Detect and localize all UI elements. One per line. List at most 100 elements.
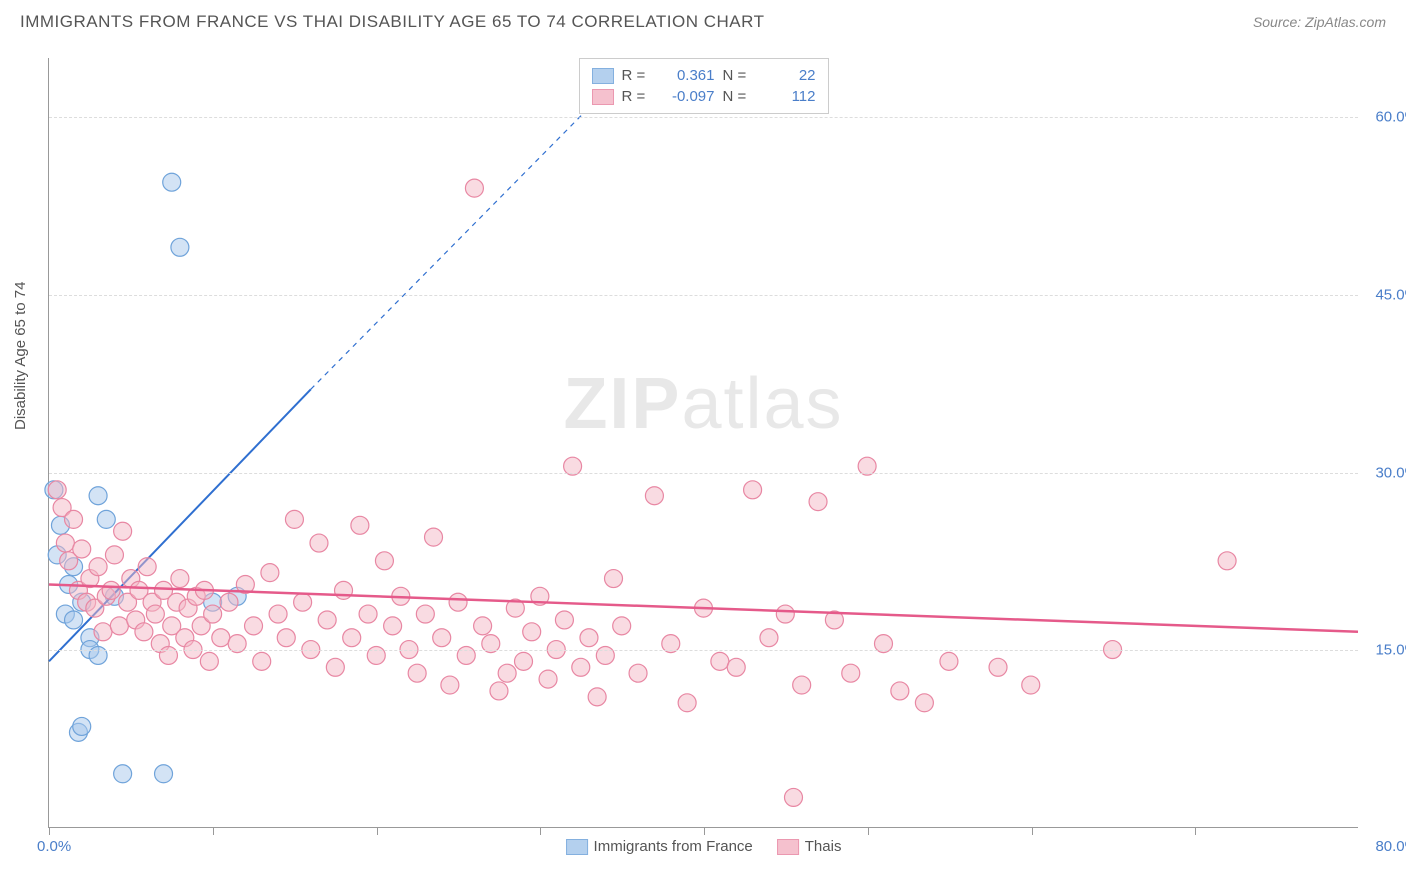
scatter-point bbox=[613, 617, 631, 635]
scatter-point bbox=[498, 664, 516, 682]
scatter-point bbox=[343, 629, 361, 647]
scatter-point bbox=[89, 487, 107, 505]
swatch-series-1 bbox=[592, 89, 614, 105]
scatter-point bbox=[490, 682, 508, 700]
x-tick bbox=[377, 827, 378, 835]
scatter-point bbox=[171, 238, 189, 256]
scatter-point bbox=[171, 570, 189, 588]
scatter-point bbox=[588, 688, 606, 706]
scatter-point bbox=[408, 664, 426, 682]
y-tick-label: 30.0% bbox=[1375, 464, 1406, 481]
scatter-point bbox=[776, 605, 794, 623]
x-origin-label: 0.0% bbox=[37, 838, 71, 855]
scatter-point bbox=[204, 605, 222, 623]
n-label: N = bbox=[723, 88, 753, 105]
scatter-point bbox=[989, 658, 1007, 676]
scatter-point bbox=[261, 564, 279, 582]
scatter-point bbox=[539, 670, 557, 688]
scatter-point bbox=[645, 487, 663, 505]
scatter-point bbox=[891, 682, 909, 700]
scatter-point bbox=[375, 552, 393, 570]
x-tick bbox=[1195, 827, 1196, 835]
r-label: R = bbox=[622, 67, 652, 84]
scatter-point bbox=[384, 617, 402, 635]
scatter-point bbox=[138, 558, 156, 576]
y-tick-label: 45.0% bbox=[1375, 286, 1406, 303]
swatch-series-0 bbox=[566, 839, 588, 855]
scatter-point bbox=[457, 646, 475, 664]
scatter-point bbox=[711, 652, 729, 670]
scatter-point bbox=[326, 658, 344, 676]
x-tick bbox=[868, 827, 869, 835]
scatter-point bbox=[760, 629, 778, 647]
scatter-point bbox=[351, 516, 369, 534]
scatter-point bbox=[56, 534, 74, 552]
n-label: N = bbox=[723, 67, 753, 84]
scatter-point bbox=[155, 765, 173, 783]
r-value-0: 0.361 bbox=[660, 67, 715, 84]
scatter-point bbox=[809, 493, 827, 511]
scatter-point bbox=[318, 611, 336, 629]
scatter-point bbox=[65, 611, 83, 629]
scatter-point bbox=[359, 605, 377, 623]
scatter-point bbox=[163, 173, 181, 191]
scatter-point bbox=[449, 593, 467, 611]
scatter-point bbox=[335, 581, 353, 599]
scatter-point bbox=[200, 652, 218, 670]
scatter-point bbox=[793, 676, 811, 694]
scatter-point bbox=[159, 646, 177, 664]
legend-series: Immigrants from France Thais bbox=[566, 838, 842, 855]
scatter-point bbox=[416, 605, 434, 623]
scatter-point bbox=[102, 581, 120, 599]
scatter-point bbox=[1218, 552, 1236, 570]
scatter-point bbox=[572, 658, 590, 676]
scatter-point bbox=[294, 593, 312, 611]
page-title: IMMIGRANTS FROM FRANCE VS THAI DISABILIT… bbox=[20, 12, 764, 32]
scatter-point bbox=[285, 510, 303, 528]
scatter-point bbox=[105, 546, 123, 564]
x-tick bbox=[49, 827, 50, 835]
scatter-plot bbox=[49, 58, 1358, 827]
x-tick bbox=[1032, 827, 1033, 835]
scatter-point bbox=[367, 646, 385, 664]
scatter-point bbox=[73, 717, 91, 735]
scatter-point bbox=[73, 540, 91, 558]
scatter-point bbox=[523, 623, 541, 641]
scatter-point bbox=[114, 765, 132, 783]
chart-area: ZIPatlas R = 0.361 N = 22 R = -0.097 N =… bbox=[48, 58, 1358, 828]
scatter-point bbox=[678, 694, 696, 712]
scatter-point bbox=[48, 481, 66, 499]
x-tick bbox=[540, 827, 541, 835]
scatter-point bbox=[433, 629, 451, 647]
y-axis-label: Disability Age 65 to 74 bbox=[12, 282, 29, 430]
source-attribution: Source: ZipAtlas.com bbox=[1253, 14, 1386, 30]
gridline bbox=[49, 473, 1358, 474]
legend-item: Immigrants from France bbox=[566, 838, 753, 855]
gridline bbox=[49, 295, 1358, 296]
scatter-point bbox=[580, 629, 598, 647]
legend-item: Thais bbox=[777, 838, 842, 855]
header: IMMIGRANTS FROM FRANCE VS THAI DISABILIT… bbox=[0, 0, 1406, 40]
scatter-point bbox=[474, 617, 492, 635]
scatter-point bbox=[1022, 676, 1040, 694]
gridline bbox=[49, 650, 1358, 651]
r-value-1: -0.097 bbox=[660, 88, 715, 105]
scatter-point bbox=[269, 605, 287, 623]
scatter-point bbox=[915, 694, 933, 712]
scatter-point bbox=[940, 652, 958, 670]
scatter-point bbox=[596, 646, 614, 664]
scatter-point bbox=[277, 629, 295, 647]
scatter-point bbox=[89, 646, 107, 664]
scatter-point bbox=[94, 623, 112, 641]
scatter-point bbox=[605, 570, 623, 588]
scatter-point bbox=[425, 528, 443, 546]
scatter-point bbox=[212, 629, 230, 647]
scatter-point bbox=[114, 522, 132, 540]
y-tick-label: 15.0% bbox=[1375, 642, 1406, 659]
scatter-point bbox=[727, 658, 745, 676]
scatter-point bbox=[245, 617, 263, 635]
scatter-point bbox=[744, 481, 762, 499]
y-tick-label: 60.0% bbox=[1375, 109, 1406, 126]
scatter-point bbox=[135, 623, 153, 641]
series-label-0: Immigrants from France bbox=[594, 838, 753, 855]
